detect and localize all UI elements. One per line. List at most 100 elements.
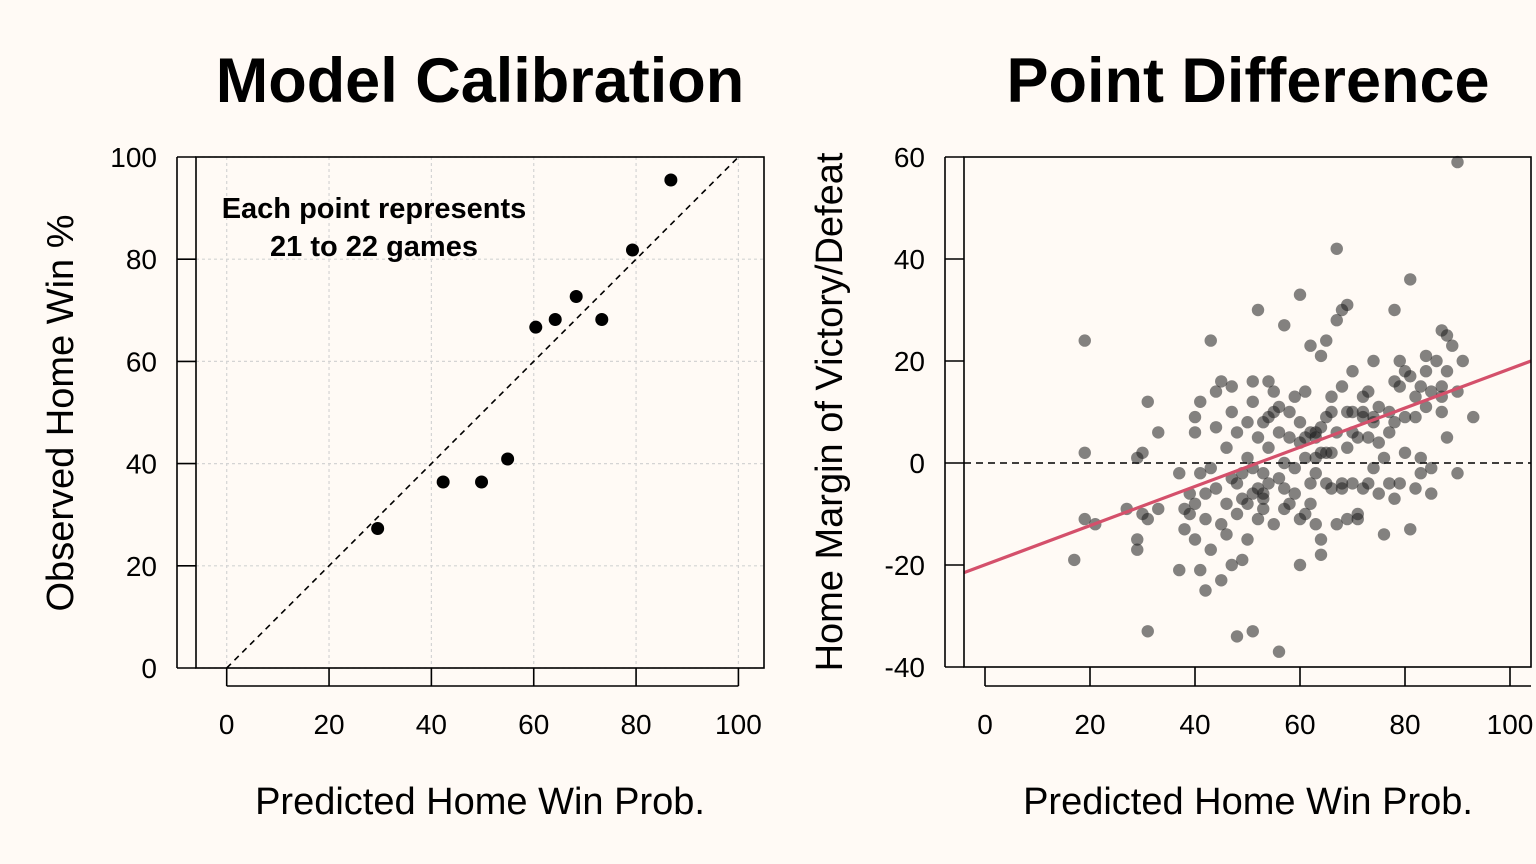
point-difference-y-tick-label: 20 bbox=[894, 346, 925, 377]
point-difference-point bbox=[1267, 518, 1280, 531]
point-difference-point bbox=[1257, 502, 1270, 516]
point-difference-point bbox=[1409, 482, 1422, 495]
point-difference-point bbox=[1377, 528, 1391, 541]
point-difference-title: Point Difference bbox=[1006, 46, 1489, 116]
calibration-x-axis: 0 20 40 60 80 100 bbox=[219, 668, 762, 740]
point-difference-y-label: Home Margin of Victory/Defeat bbox=[809, 152, 851, 671]
point-difference-point bbox=[1314, 349, 1328, 363]
point-difference-y-tick-label: -20 bbox=[885, 550, 925, 581]
point-difference-point bbox=[1335, 482, 1349, 495]
point-difference-point bbox=[1246, 395, 1259, 408]
point-difference-point bbox=[1383, 477, 1396, 490]
point-difference-point bbox=[1194, 395, 1207, 408]
calibration-point bbox=[501, 452, 515, 466]
point-difference-point bbox=[1257, 467, 1270, 480]
point-difference-y-tick-label: 60 bbox=[894, 142, 925, 173]
point-difference-point bbox=[1283, 431, 1296, 444]
calibration-point bbox=[625, 243, 639, 257]
point-difference-point bbox=[1330, 314, 1343, 327]
calibration-x-tick-label: 60 bbox=[518, 709, 549, 740]
point-difference-point bbox=[1078, 446, 1091, 459]
point-difference-point bbox=[1199, 584, 1212, 597]
point-difference-y-tick-label: 0 bbox=[909, 448, 925, 479]
point-difference-point bbox=[1188, 533, 1202, 546]
point-difference-point bbox=[1446, 339, 1459, 352]
point-difference-point bbox=[1393, 477, 1406, 490]
point-difference-point bbox=[1341, 298, 1354, 312]
point-difference-point bbox=[1299, 451, 1312, 465]
point-difference-point bbox=[1272, 400, 1286, 414]
point-difference-point bbox=[1257, 487, 1270, 500]
point-difference-point bbox=[1262, 441, 1275, 454]
point-difference-point bbox=[1251, 431, 1265, 444]
point-difference-point bbox=[1362, 477, 1375, 490]
point-difference-point bbox=[1068, 553, 1081, 567]
point-difference-x-tick-label: 20 bbox=[1074, 709, 1105, 740]
point-difference-point bbox=[1220, 441, 1233, 454]
calibration-annotation-line-2: 21 to 22 games bbox=[270, 231, 478, 263]
point-difference-point bbox=[1225, 405, 1238, 419]
point-difference-point bbox=[1251, 303, 1265, 317]
point-difference-point bbox=[1188, 497, 1202, 510]
calibration-y-tick-label: 20 bbox=[126, 551, 157, 582]
point-difference-point bbox=[1215, 375, 1228, 388]
point-difference-point bbox=[1425, 461, 1438, 475]
point-difference-points bbox=[1068, 155, 1480, 658]
point-difference-point bbox=[1262, 375, 1275, 388]
point-difference-point bbox=[1325, 405, 1338, 419]
point-difference-point bbox=[1293, 558, 1307, 572]
point-difference-x-label: Predicted Home Win Prob. bbox=[1023, 781, 1473, 823]
point-difference-point bbox=[1173, 563, 1186, 577]
calibration-plot-frame bbox=[195, 156, 765, 669]
point-difference-point bbox=[1414, 467, 1427, 480]
point-difference-x-tick-label: 0 bbox=[977, 709, 993, 740]
point-difference-point bbox=[1299, 507, 1312, 521]
point-difference-point bbox=[1351, 431, 1364, 444]
point-difference-point bbox=[1393, 354, 1406, 368]
point-difference-point bbox=[1419, 349, 1433, 363]
point-difference-point bbox=[1341, 512, 1354, 526]
point-difference-point bbox=[1241, 533, 1254, 546]
calibration-y-tick-label: 80 bbox=[126, 244, 157, 275]
point-difference-point bbox=[1199, 512, 1212, 526]
point-difference-point bbox=[1293, 416, 1307, 429]
point-difference-point bbox=[1272, 645, 1286, 658]
calibration-point bbox=[595, 312, 609, 326]
point-difference-x-axis: 0 20 40 60 80 100 bbox=[977, 667, 1533, 740]
calibration-point bbox=[569, 290, 583, 304]
point-difference-point bbox=[1372, 487, 1385, 500]
calibration-x-tick-label: 0 bbox=[219, 709, 235, 740]
point-difference-point bbox=[1262, 477, 1275, 490]
calibration-x-tick-label: 40 bbox=[416, 709, 447, 740]
calibration-panel: Model Calibration 0 20 40 60 80 100 0 20 40 60 80… bbox=[40, 46, 765, 823]
calibration-x-tick-label: 20 bbox=[313, 709, 344, 740]
point-difference-point bbox=[1362, 431, 1375, 444]
point-difference-point bbox=[1225, 558, 1238, 572]
point-difference-point bbox=[1372, 400, 1385, 414]
point-difference-point bbox=[1299, 385, 1312, 398]
calibration-point bbox=[529, 320, 543, 334]
point-difference-point bbox=[1225, 380, 1238, 393]
point-difference-point bbox=[1267, 385, 1280, 398]
point-difference-point bbox=[1230, 630, 1244, 643]
point-difference-point bbox=[1251, 512, 1265, 526]
point-difference-point bbox=[1398, 410, 1412, 424]
point-difference-point bbox=[1367, 354, 1380, 368]
point-difference-point bbox=[1230, 507, 1244, 521]
point-difference-point bbox=[1288, 461, 1301, 475]
point-difference-point bbox=[1272, 472, 1286, 485]
point-difference-point bbox=[1278, 319, 1291, 332]
point-difference-point bbox=[1236, 553, 1249, 567]
calibration-point bbox=[475, 475, 489, 489]
calibration-y-tick-label: 0 bbox=[141, 653, 157, 684]
point-difference-y-tick-label: 40 bbox=[894, 244, 925, 275]
point-difference-point bbox=[1383, 426, 1396, 439]
calibration-x-tick-label: 80 bbox=[620, 709, 651, 740]
point-difference-point bbox=[1246, 625, 1259, 638]
point-difference-point bbox=[1388, 416, 1401, 429]
point-difference-point bbox=[1288, 390, 1301, 403]
point-difference-point bbox=[1288, 487, 1301, 500]
point-difference-point bbox=[1209, 482, 1223, 495]
point-difference-point bbox=[1283, 405, 1296, 419]
